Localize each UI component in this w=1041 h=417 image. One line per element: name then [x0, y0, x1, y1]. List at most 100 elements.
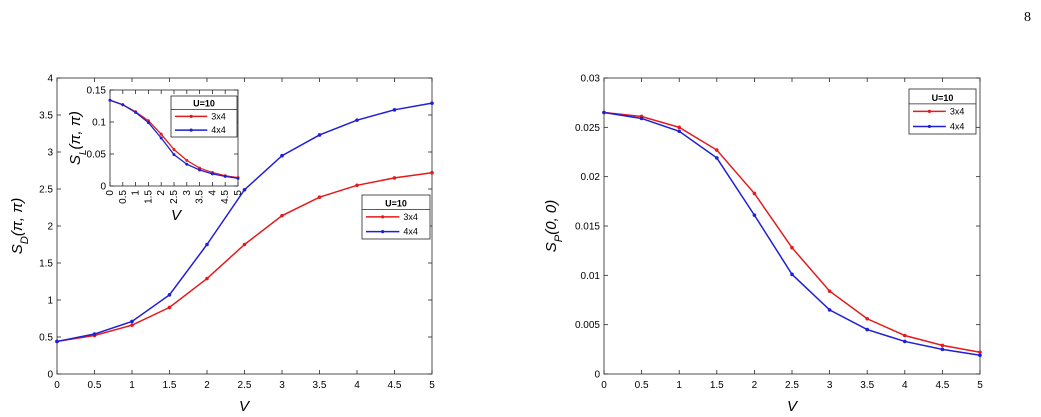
main-b-data-point-4x4 — [865, 327, 869, 332]
main-a-data-point-4x4 — [242, 187, 247, 192]
main-b-data-point-4x4 — [752, 213, 757, 217]
inset-xtick-label: 4 — [207, 190, 218, 196]
main-a-data-point-3x4 — [205, 276, 209, 281]
inset-data-point-4x4 — [121, 103, 125, 107]
main-b-xtick-label: 3.5 — [860, 380, 874, 391]
main-a-ytick-label: 0.5 — [39, 333, 53, 344]
main-b-xtick-label: 5 — [977, 380, 983, 391]
inset-legend-marker-3x4 — [189, 114, 193, 118]
main-a-xtick-label: 3 — [279, 380, 285, 391]
main-a-legend-marker-4x4 — [381, 230, 385, 234]
main-b-legend-label-3x4: 3x4 — [950, 106, 965, 116]
inset-data-point-3x4 — [185, 158, 189, 162]
main-b-xtick-label: 0 — [601, 380, 607, 391]
main-a-data-point-4x4 — [130, 319, 134, 324]
inset-data-point-4x4 — [198, 168, 202, 172]
main-a-xtick-label: 5 — [429, 380, 435, 391]
main-a-xtick-label: 1.5 — [163, 380, 177, 391]
main-b-data-point-3x4 — [940, 343, 945, 348]
inset-xtick-label: 1 — [131, 190, 142, 196]
main-a-data-point-4x4 — [355, 118, 359, 122]
inset-data-point-4x4 — [236, 176, 240, 180]
main-b-xtick-label: 4.5 — [935, 380, 949, 391]
main-a-ytick-label: 4 — [47, 74, 53, 85]
main-b-data-point-4x4 — [903, 339, 907, 344]
main-b-xtick-label: 4 — [902, 380, 908, 391]
main-a-y-axis-label: SD(π, π) — [9, 198, 31, 255]
main-b-ytick-label: 0.02 — [581, 172, 601, 183]
main-b-data-point-3x4 — [715, 148, 719, 152]
inset-data-point-3x4 — [172, 148, 176, 152]
main-a-ytick-label: 1.5 — [39, 259, 53, 270]
inset-legend-title: U=10 — [193, 99, 215, 109]
inset-xtick-label: 3.5 — [195, 190, 206, 204]
main-a-data-point-3x4 — [392, 176, 397, 180]
main-a-data-point-3x4 — [167, 305, 172, 310]
main-a-data-point-3x4 — [130, 323, 134, 327]
main-a-ytick-label: 1 — [47, 296, 53, 307]
main-a-data-point-3x4 — [317, 195, 322, 199]
main-a-data-point-4x4 — [430, 101, 434, 105]
main-b-legend-marker-3x4 — [927, 109, 932, 113]
main-b-data-point-4x4 — [978, 353, 982, 358]
inset-legend-label-4x4: 4x4 — [211, 125, 226, 135]
main-b-data-point-4x4 — [677, 129, 681, 134]
inset-ytick-label: 0.1 — [92, 118, 106, 129]
main-b-data-point-3x4 — [752, 191, 757, 196]
main-b-xtick-label: 1.5 — [710, 380, 724, 391]
main-a-data-point-3x4 — [355, 183, 359, 188]
main-b-x-axis-label: V — [787, 398, 799, 415]
main-a-xtick-label: 3.5 — [313, 380, 327, 391]
main-b-ytick-label: 0.03 — [581, 74, 601, 85]
main-b-data-point-4x4 — [790, 272, 794, 277]
main-a-legend-marker-3x4 — [381, 215, 385, 219]
main-a-xtick-label: 2 — [204, 380, 210, 391]
inset-data-point-4x4 — [134, 110, 138, 114]
main-a-data-point-4x4 — [167, 293, 172, 297]
main-a-data-point-3x4 — [242, 242, 247, 247]
main-a-ytick-label: 3.5 — [39, 111, 53, 122]
main-a-data-point-3x4 — [430, 170, 434, 175]
main-a-legend-title: U=10 — [385, 199, 407, 209]
main-b-xtick-label: 2 — [752, 380, 758, 391]
inset-data-point-4x4 — [108, 98, 112, 102]
main-b-data-point-3x4 — [903, 333, 907, 338]
main-b-xtick-label: 3 — [827, 380, 833, 391]
main-b-ytick-label: 0.025 — [575, 123, 600, 134]
inset-xtick-label: 5 — [233, 190, 244, 196]
main-b-ytick-label: 0.005 — [575, 320, 600, 331]
inset-xtick-label: 3 — [182, 190, 193, 196]
main-b-data-point-3x4 — [865, 316, 869, 321]
inset-x-axis-label: V — [171, 207, 183, 224]
main-b-data-point-3x4 — [677, 125, 681, 130]
inset-y-axis-label: SL(π, π) — [67, 111, 89, 165]
main-b-data-point-4x4 — [827, 308, 832, 312]
main-b-legend-marker-4x4 — [927, 124, 932, 129]
inset-data-point-4x4 — [210, 172, 214, 176]
main-b-data-point-3x4 — [790, 245, 794, 250]
main-a-xtick-label: 0.5 — [88, 380, 102, 391]
main-a-ytick-label: 2.5 — [39, 185, 53, 196]
main-b-legend: U=10 3x4 4x4 — [908, 88, 977, 135]
main-b-ytick-label: 0.015 — [575, 222, 600, 233]
inset-ytick-label: 0.15 — [87, 86, 107, 97]
inset-ytick-label: 0.05 — [87, 150, 107, 161]
main-b-y-axis-label: SP(0, 0) — [543, 200, 565, 253]
main-b-chart: 0 0.5 1 1.5 2 2.5 3 3.5 4 4.5 5 0 0.005 0.01 0.015 0.02… — [543, 74, 983, 416]
inset-data-point-4x4 — [159, 136, 163, 140]
main-b-data-point-4x4 — [940, 347, 945, 352]
inset-xtick-label: 1.5 — [143, 190, 154, 204]
main-a-xtick-label: 4.5 — [388, 380, 402, 391]
main-a-data-point-4x4 — [55, 339, 59, 344]
main-a-data-point-3x4 — [280, 213, 284, 218]
inset-xtick-label: 2.5 — [169, 190, 180, 204]
main-a-xtick-label: 4 — [354, 380, 360, 391]
inset-legend: U=10 3x4 4x4 — [170, 95, 238, 138]
main-a-xtick-label: 2.5 — [238, 380, 252, 391]
inset-xtick-label: 0.5 — [118, 190, 129, 204]
main-b-legend-title: U=10 — [932, 93, 954, 103]
main-b-data-point-4x4 — [715, 156, 719, 160]
inset-data-point-4x4 — [185, 162, 189, 166]
main-a-ytick-label: 2 — [47, 222, 53, 233]
inset-data-point-3x4 — [159, 132, 163, 136]
